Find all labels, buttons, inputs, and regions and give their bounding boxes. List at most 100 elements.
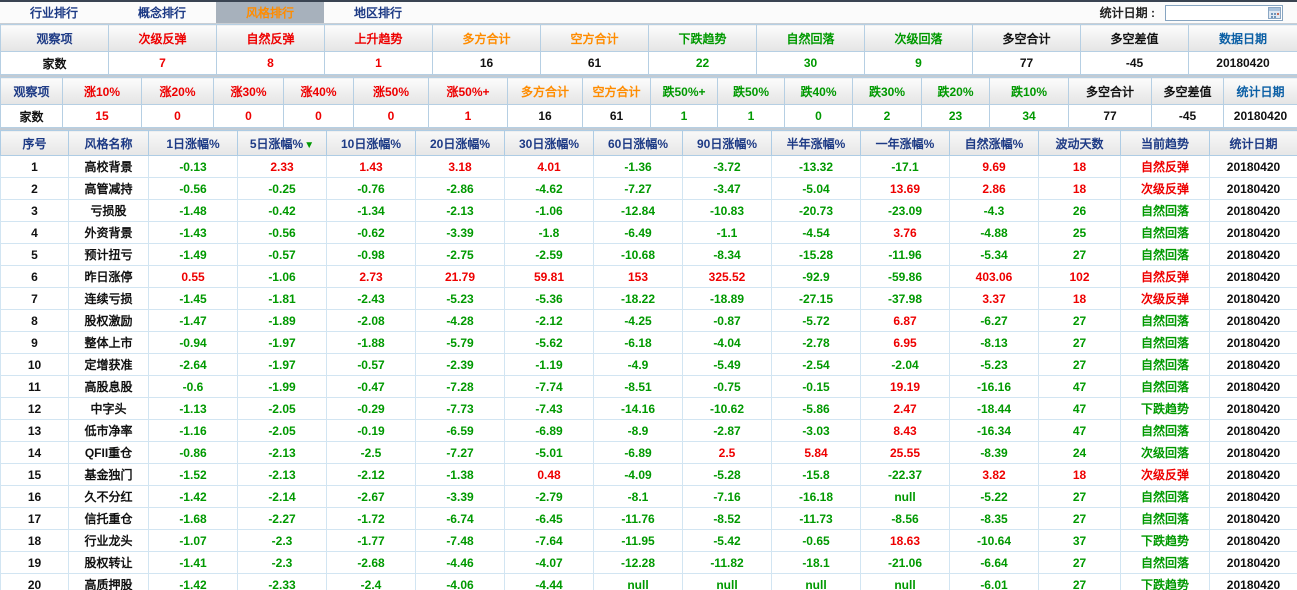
style-name-cell: 信托重仓 [68, 507, 149, 530]
table-row[interactable]: 4 外资背景 -1.43 -0.56 -0.62 -3.39 -1.8 -6.49 -1.1 -4… [0, 221, 1297, 244]
pct-cell: -0.13 [148, 155, 238, 178]
trend-cell: 自然回落 [1120, 309, 1210, 332]
summary1-header-cell: 下跌趋势 [648, 24, 757, 52]
tab-concept-ranking[interactable]: 概念排行 [138, 6, 187, 20]
main-header-9[interactable]: 90日涨幅% [682, 130, 772, 156]
table-row[interactable]: 15 基金独门 -1.52 -2.13 -2.12 -1.38 0.48 -4.09 -5.28… [0, 463, 1297, 486]
pct-cell: -59.86 [860, 265, 950, 288]
summary2-header-cell: 跌20% [921, 77, 990, 105]
swing-days-cell: 18 [1038, 463, 1121, 486]
summary2-header-cell: 涨40% [283, 77, 354, 105]
pct-cell: -22.37 [860, 463, 950, 486]
stat-date-cell: 20180420 [1209, 507, 1297, 530]
tab-style-ranking[interactable]: 风格排行 [216, 2, 325, 23]
pct-cell: -21.06 [860, 551, 950, 574]
main-header-12[interactable]: 自然涨幅% [949, 130, 1039, 156]
table-row[interactable]: 20 高质押股 -1.42 -2.33 -2.4 -4.06 -4.44 null null nu… [0, 573, 1297, 590]
main-header-5[interactable]: 10日涨幅% [326, 130, 416, 156]
pct-cell: -2.75 [415, 243, 505, 266]
pct-cell: -7.27 [415, 441, 505, 464]
pct-cell: -17.1 [860, 155, 950, 178]
pct-cell: -1.06 [504, 199, 594, 222]
main-header-6[interactable]: 20日涨幅% [415, 130, 505, 156]
pct-cell: -1.97 [237, 331, 327, 354]
seq-cell: 13 [0, 419, 69, 442]
pct-cell: -5.72 [771, 309, 861, 332]
stat-date-input[interactable] [1165, 4, 1283, 21]
section-divider [0, 128, 1297, 130]
table-row[interactable]: 9 整体上市 -0.94 -1.97 -1.88 -5.79 -5.62 -6.18 -4.04… [0, 331, 1297, 354]
pct-cell: -15.8 [771, 463, 861, 486]
table-row[interactable]: 12 中字头 -1.13 -2.05 -0.29 -7.73 -7.43 -14.16 -10.… [0, 397, 1297, 420]
pct-cell: 3.37 [949, 287, 1039, 310]
pct-cell: -6.45 [504, 507, 594, 530]
main-header-8[interactable]: 60日涨幅% [593, 130, 683, 156]
table-row[interactable]: 17 信托重仓 -1.68 -2.27 -1.72 -6.74 -6.45 -11.76 -8.… [0, 507, 1297, 530]
pct-cell: -5.62 [504, 331, 594, 354]
main-header-15[interactable]: 统计日期 [1209, 130, 1297, 156]
summary1-header-row: 观察项 次级反弹 自然反弹 上升趋势 多方合计 空方合计 下跌趋势 自然回落 次级回落 多空合计多… [0, 24, 1297, 52]
table-row[interactable]: 3 亏损股 -1.48 -0.42 -1.34 -2.13 -1.06 -12.84 -10.8… [0, 199, 1297, 222]
pct-cell: -7.48 [415, 529, 505, 552]
pct-cell: null [860, 573, 950, 590]
summary1-count-cell: 77 [972, 51, 1081, 75]
seq-cell: 10 [0, 353, 69, 376]
tab-industry-ranking[interactable]: 行业排行 [30, 6, 79, 20]
summary2-header-cell: 涨50% [353, 77, 429, 105]
table-row[interactable]: 16 久不分红 -1.42 -2.14 -2.67 -3.39 -2.79 -8.1 -7.16… [0, 485, 1297, 508]
summary1-header-cell: 次级反弹 [108, 24, 217, 52]
pct-cell: -7.73 [415, 397, 505, 420]
pct-cell: 25.55 [860, 441, 950, 464]
style-name-cell: 久不分红 [68, 485, 149, 508]
pct-cell: -4.9 [593, 353, 683, 376]
main-header-7[interactable]: 30日涨幅% [504, 130, 594, 156]
table-row[interactable]: 6 昨日涨停 0.55 -1.06 2.73 21.79 59.81 153 325.52 -92… [0, 265, 1297, 288]
pct-cell: 13.69 [860, 177, 950, 200]
table-row[interactable]: 8 股权激励 -1.47 -1.89 -2.08 -4.28 -2.12 -4.25 -0.87… [0, 309, 1297, 332]
table-row[interactable]: 2 高管减持 -0.56 -0.25 -0.76 -2.86 -4.62 -7.27 -3.47… [0, 177, 1297, 200]
seq-cell: 4 [0, 221, 69, 244]
calendar-icon[interactable] [1268, 6, 1281, 19]
table-row[interactable]: 13 低市净率 -1.16 -2.05 -0.19 -6.59 -6.89 -8.9 -2.87… [0, 419, 1297, 442]
pct-cell: -23.09 [860, 199, 950, 222]
pct-cell: -2.68 [326, 551, 416, 574]
seq-cell: 20 [0, 573, 69, 590]
table-row[interactable]: 14 QFII重仓 -0.86 -2.13 -2.5 -7.27 -5.01 -6.89 2.5… [0, 441, 1297, 464]
style-name-cell: 高管减持 [68, 177, 149, 200]
table-row[interactable]: 18 行业龙头 -1.07 -2.3 -1.77 -7.48 -7.64 -11.95 -5.4… [0, 529, 1297, 552]
summary2-header-cell: 观察项 [0, 77, 63, 105]
pct-cell: 21.79 [415, 265, 505, 288]
pct-cell: -1.36 [593, 155, 683, 178]
pct-cell: -2.5 [326, 441, 416, 464]
trend-cell: 次级反弹 [1120, 287, 1210, 310]
main-header-1[interactable]: 序号 [0, 130, 69, 156]
pct-cell: -20.73 [771, 199, 861, 222]
main-header-2[interactable]: 风格名称 [68, 130, 149, 156]
summary2-count-cell: 2 [852, 104, 922, 128]
table-row[interactable]: 11 高股息股 -0.6 -1.99 -0.47 -7.28 -7.74 -8.51 -0.75… [0, 375, 1297, 398]
main-header-3[interactable]: 1日涨幅% [148, 130, 238, 156]
summary2-count-cell: 15 [62, 104, 142, 128]
table-row[interactable]: 5 预计扭亏 -1.49 -0.57 -0.98 -2.75 -2.59 -10.68 -8.3… [0, 243, 1297, 266]
swing-days-cell: 37 [1038, 529, 1121, 552]
main-header-11[interactable]: 一年涨幅% [860, 130, 950, 156]
pct-cell: -37.98 [860, 287, 950, 310]
summary2-header-cell: 多空合计 [1068, 77, 1152, 105]
summary2-header-cell: 涨10% [62, 77, 142, 105]
pct-cell: -2.12 [504, 309, 594, 332]
main-header-4[interactable]: 5日涨幅%▼ [237, 130, 327, 156]
pct-cell: -0.86 [148, 441, 238, 464]
table-row[interactable]: 7 连续亏损 -1.45 -1.81 -2.43 -5.23 -5.36 -18.22 -18.… [0, 287, 1297, 310]
main-header-10[interactable]: 半年涨幅% [771, 130, 861, 156]
pct-cell: -11.73 [771, 507, 861, 530]
table-row[interactable]: 10 定增获准 -2.64 -1.97 -0.57 -2.39 -1.19 -4.9 -5.49… [0, 353, 1297, 376]
main-header-13[interactable]: 波动天数 [1038, 130, 1121, 156]
pct-cell: -5.49 [682, 353, 772, 376]
tab-region-ranking[interactable]: 地区排行 [354, 6, 403, 20]
trend-cell: 下跌趋势 [1120, 397, 1210, 420]
style-name-cell: 中字头 [68, 397, 149, 420]
table-row[interactable]: 1 高校背景 -0.13 2.33 1.43 3.18 4.01 -1.36 -3.72 -13.… [0, 155, 1297, 178]
main-header-14[interactable]: 当前趋势 [1120, 130, 1210, 156]
pct-cell: -8.13 [949, 331, 1039, 354]
table-row[interactable]: 19 股权转让 -1.41 -2.3 -2.68 -4.46 -4.07 -12.28 -11.… [0, 551, 1297, 574]
